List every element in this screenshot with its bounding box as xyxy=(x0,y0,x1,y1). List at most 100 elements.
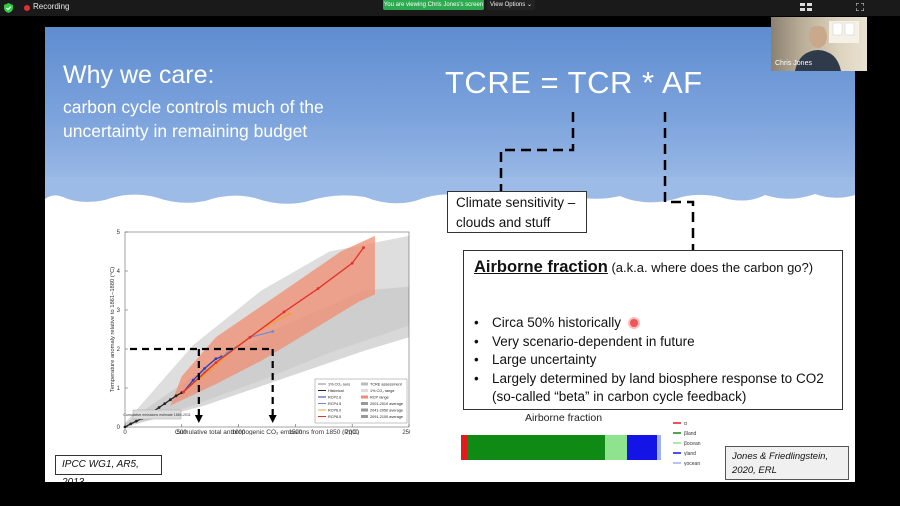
legend-label: RCP range xyxy=(370,396,389,400)
list-item: Largely determined by land biosphere res… xyxy=(474,370,844,407)
arrow-lines xyxy=(130,347,274,415)
af-legend-label: βocean xyxy=(684,441,701,447)
series-point xyxy=(182,390,185,394)
dashed-arrows xyxy=(130,347,277,423)
inset-box xyxy=(132,409,182,420)
series-point xyxy=(271,330,275,333)
fullscreen-icon[interactable] xyxy=(856,3,864,11)
series-point xyxy=(163,402,167,405)
series-point xyxy=(248,335,252,339)
legend-frame xyxy=(314,378,408,424)
af-legend-label: γland xyxy=(684,451,696,457)
x-tick-label: 1000 xyxy=(232,430,246,435)
inset-label: Cumulative emissions estimate 1860-2011 xyxy=(123,413,190,417)
series-point xyxy=(134,419,138,423)
y-tick-label: 3 xyxy=(117,308,121,314)
slide-title: Why we care: xyxy=(63,61,215,89)
legend-swatch xyxy=(361,408,368,412)
x-tick-label: 1500 xyxy=(289,430,303,435)
legend-label: 1% CO₂ range xyxy=(370,389,394,393)
airborne-fraction-aka: (a.k.a. where does the carbon go?) xyxy=(607,260,814,275)
af-segment xyxy=(627,435,657,460)
af-legend-label: α xyxy=(684,421,687,427)
slide-subtitle: carbon cycle controls much of the uncert… xyxy=(63,97,324,141)
chart-axes: 0 500 1000 1500 2000 2500 0 1 2 3 4 5 Cumulative tot… xyxy=(110,230,410,435)
arrow-head xyxy=(268,415,277,423)
dashed-connectors xyxy=(499,112,695,250)
slide-header-band xyxy=(45,27,855,187)
legend-label: RCP8.5 xyxy=(328,415,341,419)
legend-swatch xyxy=(361,415,368,418)
x-tick-label: 2500 xyxy=(402,430,410,435)
series-point xyxy=(214,357,218,361)
climate-sensitivity-box: Climate sensitivity – clouds and stuff xyxy=(447,191,587,233)
recording-dot-icon xyxy=(24,5,30,11)
legend-label: TCRE assessment xyxy=(370,383,403,387)
legend-label: RCP4.5 xyxy=(328,402,341,406)
y-tick-label: 2 xyxy=(117,347,121,353)
list-item: Very scenario-dependent in future xyxy=(474,333,844,352)
legend-label: 2091-2100 average xyxy=(370,415,403,419)
y-tick-label: 1 xyxy=(117,386,121,392)
legend-swatch xyxy=(361,395,368,399)
tcre-line-chart: 0 500 1000 1500 2000 2500 0 1 2 3 4 5 Cumulative tot… xyxy=(110,230,410,435)
airborne-fraction-box: Airborne fraction (a.k.a. where does the… xyxy=(463,250,843,410)
chart-legend: 1% CO₂ runs Historical RCP2.6 RCP4.5 RCP6.0 R… xyxy=(123,378,408,424)
series-point xyxy=(208,369,212,372)
gallery-view-icon[interactable] xyxy=(800,3,812,11)
af-segment xyxy=(461,435,467,460)
legend-swatch xyxy=(361,389,368,392)
series-point xyxy=(123,425,127,429)
citation-jones: Jones & Friedlingstein, 2020, ERL xyxy=(725,446,849,480)
x-tick-label: 500 xyxy=(177,430,188,435)
af-legend: α βland βocean γland γocean xyxy=(673,421,701,467)
series-point xyxy=(129,422,133,426)
series-point xyxy=(316,287,320,290)
series-point xyxy=(362,246,365,249)
af-legend-label: βland xyxy=(684,431,697,437)
legend-label: RCP2.6 xyxy=(328,396,341,400)
y-tick-label: 4 xyxy=(117,269,121,275)
af-segment xyxy=(467,435,605,460)
torn-edge-decoration xyxy=(45,177,855,217)
y-tick-label: 0 xyxy=(117,425,121,431)
af-legend-label: γocean xyxy=(684,461,700,467)
citation-ipcc: IPCC WG1, AR5, 2013 xyxy=(55,455,162,482)
af-segment xyxy=(657,435,661,460)
af-stacked-bar xyxy=(461,435,661,460)
view-options-button[interactable]: View Options ⌄ xyxy=(487,0,535,10)
y-axis-label: Temperature anomaly relative to 1861–188… xyxy=(110,267,116,392)
presenter-pointer xyxy=(630,319,638,327)
x-tick-label: 0 xyxy=(123,430,127,435)
list-item: Circa 50% historically xyxy=(474,314,844,333)
series-point xyxy=(157,406,161,409)
legend-swatch xyxy=(361,402,368,405)
legend-label: 2041-2050 average xyxy=(370,409,403,413)
af-segment xyxy=(605,435,627,460)
series-point xyxy=(214,361,218,365)
arrow-head xyxy=(194,415,203,423)
af-bar-title: Airborne fraction xyxy=(525,412,603,424)
airborne-fraction-heading: Airborne fraction (a.k.a. where does the… xyxy=(474,257,834,278)
x-tick-label: 2000 xyxy=(346,430,360,435)
legend-label: 2001-2010 average xyxy=(370,402,403,406)
legend-label: Historical xyxy=(328,389,344,393)
participant-avatar xyxy=(795,21,859,71)
series-point xyxy=(282,310,286,314)
participant-video[interactable] xyxy=(771,17,867,71)
series-point xyxy=(169,398,172,402)
legend-swatch xyxy=(361,382,368,386)
shared-slide: Why we care: carbon cycle controls much … xyxy=(45,27,855,482)
tcre-equation: TCRE = TCR * AF xyxy=(445,65,703,100)
series-point xyxy=(288,312,292,316)
legend-label: RCP6.0 xyxy=(328,409,341,413)
series-point xyxy=(174,394,178,398)
recording-label[interactable]: Recording xyxy=(33,2,70,11)
legend-label: 1% CO₂ runs xyxy=(328,383,350,387)
series-point xyxy=(191,378,195,382)
chart-series xyxy=(123,246,365,429)
list-item: Large uncertainty xyxy=(474,351,844,370)
af-segments xyxy=(461,435,661,460)
shield-check-icon[interactable] xyxy=(4,3,13,13)
series-point xyxy=(203,367,206,370)
